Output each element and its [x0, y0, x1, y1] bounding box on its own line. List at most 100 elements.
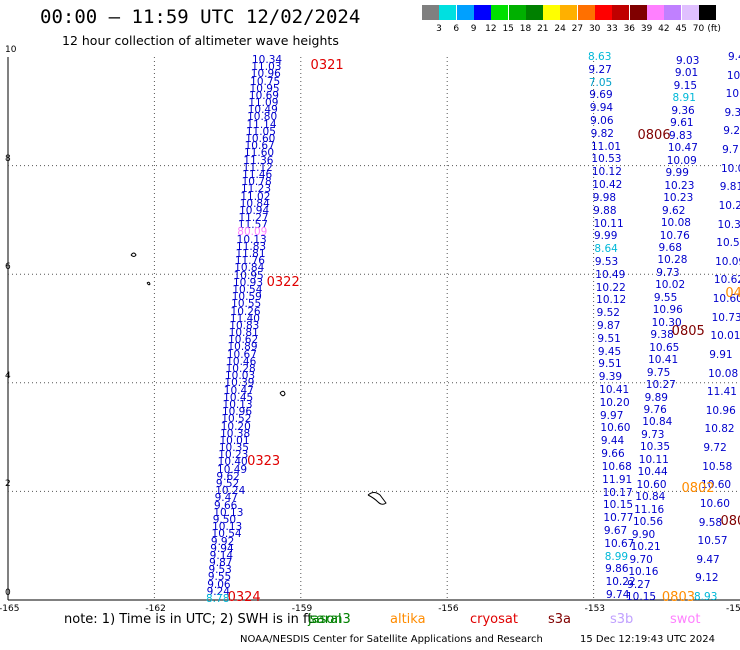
x-tick-label: -162: [145, 604, 166, 614]
y-tick-label: 0: [5, 588, 11, 598]
wave-height-value: 10.62: [713, 274, 740, 287]
wave-height-value: 8.93: [694, 591, 718, 603]
wave-height-value: 9.61: [670, 117, 694, 130]
x-tick-label: -153: [584, 604, 606, 614]
wave-height-value: 8.64: [594, 243, 618, 256]
wave-height-value: 10.55: [231, 298, 262, 311]
wave-height-value: 11.03: [251, 61, 282, 74]
colorbar-swatch: [646, 5, 664, 20]
wave-height-value: 10.39: [224, 377, 255, 390]
wave-height-value: 11.41: [706, 386, 737, 399]
wave-height-value: 10.49: [247, 104, 278, 117]
colorbar-swatch: [629, 5, 647, 20]
wave-height-value: 10.95: [249, 82, 280, 95]
wave-height-value: 11.14: [246, 118, 277, 131]
island-shape: [367, 492, 387, 505]
island-shape: [146, 281, 151, 286]
wave-height-value: 11.36: [243, 154, 274, 167]
wave-height-value: 9.72: [703, 442, 727, 455]
wave-height-value: 9.94: [210, 542, 234, 555]
wave-height-value: 10.23: [218, 449, 249, 462]
wave-height-value: 9.90: [631, 528, 656, 541]
satellite-name: altika: [390, 612, 426, 627]
wave-height-value: 10.15: [603, 499, 634, 512]
wave-height-value: 10.22: [605, 576, 636, 589]
wave-height-value: 9.55: [653, 291, 678, 304]
wave-height-value: 9.14: [209, 549, 234, 562]
wave-height-value: 9.97: [600, 409, 624, 422]
wave-height-value: 10.60: [699, 497, 730, 510]
colorbar-swatch: [525, 5, 543, 20]
wave-height-value: 9.21: [723, 125, 740, 138]
wave-height-value: 11.81: [235, 248, 266, 261]
wave-height-value: 10.09: [715, 255, 740, 268]
wave-height-value: 10.84: [635, 491, 666, 504]
wave-height-value: 9.45: [597, 345, 622, 358]
colorbar-swatch: [543, 5, 561, 20]
wave-height-value: 10.84: [239, 197, 270, 210]
wave-height-value: 10.73: [711, 311, 740, 324]
wave-height-value: 9.44: [600, 435, 625, 448]
wave-height-value: 9.87: [597, 320, 621, 332]
wave-height-value: 10.47: [223, 384, 254, 397]
credit-text: NOAA/NESDIS Center for Satellite Applica…: [240, 634, 543, 645]
wave-height-value: 10.67: [604, 537, 635, 550]
wave-height-value: 10.17: [602, 486, 633, 499]
wave-height-value: 10.60: [701, 479, 732, 492]
wave-height-value: 9.06: [207, 578, 231, 591]
wave-height-value: 10.12: [591, 166, 622, 179]
wave-height-value: 10.58: [702, 460, 733, 473]
colorbar-label: 36: [623, 24, 636, 34]
wave-height-value: 9.73: [641, 428, 665, 441]
pass-label: 0806: [637, 128, 671, 144]
y-tick-label: 2: [5, 479, 11, 490]
wave-height-value: 10.49: [217, 463, 248, 476]
wave-height-value: 10.26: [230, 305, 261, 318]
wave-height-value: 10.57: [697, 535, 728, 548]
wave-height-value: 10.35: [218, 442, 249, 455]
wave-height-value: 10.53: [716, 237, 740, 250]
colorbar-swatch: [560, 5, 578, 20]
wave-height-value: 10.20: [220, 420, 251, 433]
wave-height-value: 10.75: [250, 75, 281, 88]
colorbar-label: 15: [502, 24, 514, 34]
y-tick-label: 4: [5, 370, 11, 381]
wave-height-value: 10.13: [213, 506, 244, 519]
wave-height-value: 10.53: [591, 153, 622, 166]
wave-height-value: 11.01: [591, 140, 622, 153]
wave-height-value: 11.12: [242, 161, 273, 174]
wave-height-value: 9.47: [214, 492, 238, 505]
wave-height-value: 9.06: [590, 115, 614, 128]
wave-height-value: 9.94: [589, 102, 614, 115]
colorbar-label: 6: [453, 24, 460, 34]
wave-height-value: 10.09: [720, 162, 740, 175]
colorbar-swatch: [681, 5, 699, 20]
wave-height-value: 10.46: [226, 355, 257, 368]
pass-label: 0805: [671, 323, 705, 339]
wave-height-value: 10.42: [592, 179, 623, 192]
pass-label: 0323: [247, 454, 281, 470]
wave-height-value: 9.01: [674, 67, 699, 80]
wave-height-value: 9.27: [588, 63, 612, 76]
wave-height-value: 10.49: [595, 268, 626, 281]
wave-height-value: 10.60: [245, 133, 276, 146]
wave-height-value: 10.11: [638, 453, 669, 466]
wave-height-value: 10.95: [233, 269, 264, 282]
wave-height-value: 9.87: [209, 557, 233, 570]
wave-height-value: 80.09: [237, 226, 268, 239]
wave-height-value: 10.23: [663, 192, 694, 205]
colorbar-label: 3: [436, 24, 442, 34]
wave-height-value: 9.81: [719, 181, 740, 194]
x-tick-label: -165: [0, 604, 20, 614]
wave-height-value: 10.69: [248, 89, 279, 102]
satellite-name: swot: [670, 612, 701, 627]
colorbar-label: 42: [658, 24, 670, 34]
wave-height-value: 9.74: [606, 589, 630, 601]
wave-height-value: 9.71: [722, 144, 740, 157]
wave-height-value: 10.84: [642, 416, 673, 429]
wave-height-value: 10.52: [221, 413, 252, 426]
pass-label: 0321: [310, 57, 344, 73]
x-tick-label: -156: [438, 604, 459, 614]
wave-height-value: 10.30: [651, 316, 682, 329]
